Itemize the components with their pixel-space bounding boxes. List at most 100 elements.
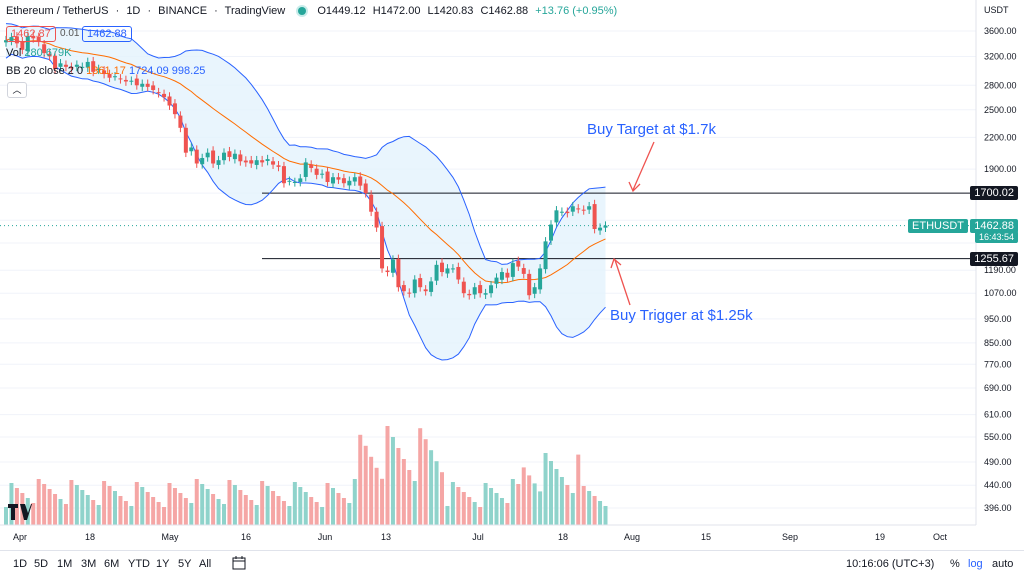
candle-body (527, 273, 532, 296)
volume-bar (281, 501, 286, 525)
candle-body (156, 92, 161, 94)
range-button-ytd[interactable]: YTD (128, 558, 150, 570)
target-arrowhead (628, 181, 641, 193)
volume-bar (407, 470, 412, 525)
volume-bar (347, 503, 352, 525)
candle-body (80, 66, 85, 68)
volume-bar (314, 502, 319, 525)
volume-bar (412, 481, 417, 525)
range-button-1d[interactable]: 1D (13, 558, 28, 570)
bb-upper-line (5, 23, 606, 265)
volume-bar (183, 498, 188, 525)
volume-bar (249, 500, 254, 525)
range-button-5y[interactable]: 5Y (178, 558, 192, 570)
auto-toggle[interactable]: auto (992, 558, 1014, 570)
buy-target-annotation: Buy Target at $1.7k (587, 121, 716, 138)
range-button-6m[interactable]: 6M (104, 558, 120, 570)
volume-bar (96, 505, 101, 525)
candle-body (320, 173, 325, 175)
candle-body (309, 164, 314, 168)
volume-bar (309, 497, 314, 525)
volume-bar (31, 503, 36, 525)
ohlc-low: L1420.83 (427, 5, 474, 17)
candle-body (107, 74, 112, 78)
volume-bar (385, 426, 390, 525)
candle-body (271, 161, 276, 165)
time-tick-label: Sep (782, 532, 798, 542)
range-button-5d[interactable]: 5D (34, 558, 49, 570)
candle-body (85, 61, 90, 68)
time-tick-label: 16 (241, 532, 251, 542)
log-toggle[interactable]: log (968, 558, 983, 570)
volume-bar (325, 483, 330, 525)
time-tick-label: 18 (558, 532, 568, 542)
price-tag-170002: 1700.02 (970, 186, 1018, 201)
volume-bar (331, 488, 335, 525)
volume-bar (456, 487, 461, 525)
candle-body (194, 149, 199, 164)
volume-bar (543, 453, 548, 525)
candle-body (287, 180, 292, 182)
volume-bar (418, 428, 423, 525)
collapse-legend-chevron-icon[interactable]: ︿ (7, 82, 27, 98)
volume-bar (36, 479, 41, 525)
volume-bar (341, 498, 346, 525)
volume-bar (576, 454, 581, 525)
time-tick-label: 18 (85, 532, 95, 542)
time-tick-label: 13 (381, 532, 391, 542)
volume-bar (494, 493, 499, 525)
candle-body (232, 153, 237, 160)
candle-body (565, 211, 570, 214)
volume-bar (445, 506, 450, 525)
candle-body (516, 260, 521, 267)
range-button-1m[interactable]: 1M (57, 558, 73, 570)
volume-bar (521, 467, 526, 525)
volume-bar (80, 490, 85, 525)
volume-bar (363, 445, 368, 525)
volume-bar (527, 475, 532, 525)
volume-bar (211, 494, 216, 525)
range-button-3m[interactable]: 3M (81, 558, 97, 570)
buy-price[interactable]: 1462.88 (82, 26, 132, 42)
time-tick-label: Aug (624, 532, 640, 542)
candle-body (9, 37, 14, 41)
candle-body (412, 279, 417, 294)
clock-time[interactable]: 10:16:06 (UTC+3) (846, 558, 935, 570)
volume-bar (570, 493, 575, 525)
time-tick-label: Jul (472, 532, 484, 542)
candle-body (418, 278, 423, 288)
time-tick-label: Oct (933, 532, 948, 542)
candle-body (549, 224, 553, 241)
date-range-calendar-icon[interactable] (232, 556, 246, 573)
symbol-name[interactable]: Ethereum / TetherUS (6, 5, 109, 17)
range-button-1y[interactable]: 1Y (156, 558, 170, 570)
candle-body (281, 166, 286, 184)
candle-body (227, 151, 232, 157)
volume-bar (107, 486, 112, 525)
price-chart[interactable]: USDT 3600.00 3200.00 2800.00 2500.00 2200.00 1… (0, 0, 1024, 550)
ohlc-high: H1472.00 (372, 5, 421, 17)
candle-body (499, 272, 504, 280)
candle-body (216, 160, 221, 165)
volume-bar (238, 490, 243, 525)
volume-bar (483, 483, 488, 525)
candle-body (587, 206, 592, 210)
volume-bar (189, 503, 194, 525)
percent-toggle[interactable]: % (950, 558, 960, 570)
volume-legend[interactable]: Vol 280.679K (6, 47, 71, 59)
volume-bar (581, 486, 586, 525)
price-tick-label: 850.00 (984, 338, 1012, 348)
candlesticks (4, 31, 608, 300)
volume-bar (336, 493, 341, 525)
volume-bar (276, 496, 281, 525)
candle-body (489, 285, 494, 294)
range-button-all[interactable]: All (199, 558, 212, 570)
volume-bar (434, 461, 439, 525)
bb-fill-area (6, 23, 606, 360)
interval[interactable]: 1D (126, 5, 141, 17)
bb-legend[interactable]: BB 20 close 2 0 1361.17 1724.09 998.25 (6, 65, 205, 77)
sell-price[interactable]: 1462.87 (6, 26, 56, 42)
volume-bar (42, 484, 47, 525)
candle-body (243, 160, 248, 163)
candle-body (363, 183, 368, 194)
